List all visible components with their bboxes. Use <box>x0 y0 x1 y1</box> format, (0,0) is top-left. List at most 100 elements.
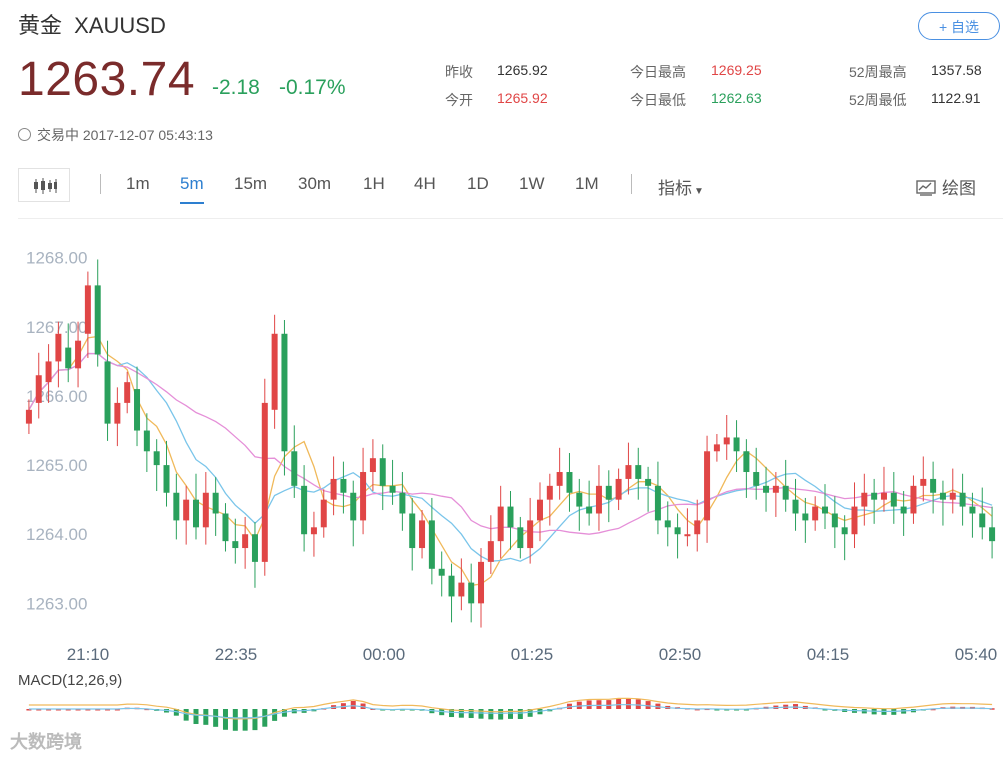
tab-timeframe-1w[interactable]: 1W <box>519 174 545 193</box>
macd-histogram-bar <box>498 709 504 720</box>
candle-body <box>605 485 612 500</box>
indicators-label: 指标 <box>658 179 692 198</box>
macd-histogram-bar <box>262 709 268 727</box>
tab-timeframe-1h[interactable]: 1H <box>363 174 385 193</box>
candle-body <box>586 506 593 514</box>
instrument-title: 黄金 XAUUSD <box>18 8 166 40</box>
candle-body <box>75 340 82 369</box>
candle-body <box>389 485 396 493</box>
toolbar-divider <box>631 174 632 194</box>
candle-body <box>792 499 799 514</box>
wk52-low-value: 1122.91 <box>931 90 981 106</box>
macd-histogram-bar <box>95 709 101 711</box>
candle-body <box>812 506 819 521</box>
price-change: -2.18 <box>212 76 260 99</box>
draw-label: 绘图 <box>942 179 976 198</box>
candle-body <box>654 485 661 521</box>
macd-histogram-bar <box>105 709 111 711</box>
macd-histogram-bar <box>488 709 494 720</box>
instrument-name: 黄金 <box>18 13 63 38</box>
candle-body <box>920 478 927 486</box>
candle-body <box>527 520 534 549</box>
price-chart[interactable]: 1268.00 1267.00 1266.00 1265.00 1264.00 1263.… <box>18 219 1003 759</box>
macd-histogram-bar <box>645 701 651 709</box>
candle-body <box>645 478 652 486</box>
candle-body <box>694 520 701 535</box>
candle-body <box>979 513 986 528</box>
macd-histogram-bar <box>36 709 42 711</box>
macd-histogram-bar <box>468 709 474 719</box>
tab-timeframe-30m[interactable]: 30m <box>298 174 332 193</box>
candle-body <box>369 458 376 473</box>
candle-body <box>664 520 671 528</box>
candle-body <box>802 513 809 521</box>
tab-timeframe-1m[interactable]: 1m <box>126 174 150 193</box>
macd-dea-line <box>28 704 993 719</box>
x-tick-label: 04:15 <box>807 645 850 664</box>
chart-type-button[interactable] <box>18 168 70 202</box>
candle-body <box>713 444 720 452</box>
tab-timeframe-4h[interactable]: 4H <box>414 174 436 193</box>
candle-body <box>831 513 838 528</box>
candle-body <box>65 347 72 369</box>
candle-body <box>782 485 789 500</box>
wk52-high-label: 52周最高 <box>849 64 907 80</box>
indicators-dropdown[interactable]: 指标 ▼ <box>658 174 704 199</box>
candle-body <box>310 527 317 535</box>
macd-histogram-bar <box>232 709 238 731</box>
candle-body <box>212 492 219 514</box>
candle-body <box>939 492 946 500</box>
candle-body <box>419 520 426 549</box>
macd-histogram-bar <box>114 709 120 711</box>
candle-body <box>232 541 239 549</box>
tab-timeframe-1d[interactable]: 1D <box>467 174 489 193</box>
x-tick-label: 01:25 <box>511 645 554 664</box>
macd-histogram-bar <box>596 700 602 709</box>
candle-body <box>497 506 504 542</box>
candle-body <box>615 478 622 500</box>
macd-histogram-bar <box>75 709 81 711</box>
candle-body <box>841 527 848 535</box>
macd-histogram-bar <box>586 700 592 709</box>
macd-histogram-bar <box>449 709 455 718</box>
macd-histogram-bar <box>822 709 828 711</box>
candle-body <box>271 333 278 410</box>
candle-body <box>25 409 32 424</box>
macd-histogram-bar <box>272 709 278 721</box>
last-price: 1263.74 <box>18 53 196 106</box>
tab-timeframe-1m[interactable]: 1M <box>575 174 599 193</box>
macd-histogram-bar <box>26 709 32 711</box>
wk52-high-value: 1357.58 <box>931 62 982 78</box>
x-tick-label: 05:40 <box>955 645 998 664</box>
candle-body <box>546 485 553 500</box>
macd-histogram-bar <box>222 709 228 730</box>
macd-histogram-bar <box>714 709 720 711</box>
instrument-symbol: XAUUSD <box>74 13 166 38</box>
macd-histogram-bar <box>85 709 91 711</box>
candle-body <box>900 506 907 514</box>
macd-histogram-bar <box>694 708 700 711</box>
add-watchlist-button[interactable]: + 自选 <box>918 12 1000 40</box>
macd-histogram-bar <box>183 709 189 721</box>
candle-body <box>478 561 485 604</box>
candle-body <box>330 478 337 500</box>
candle-body <box>134 389 141 431</box>
candle-body <box>989 527 996 542</box>
tab-timeframe-15m[interactable]: 15m <box>234 174 268 193</box>
x-tick-label: 02:50 <box>659 645 702 664</box>
candle-body <box>428 520 435 569</box>
macd-histogram-bar <box>55 709 61 711</box>
candle-body <box>507 506 514 528</box>
tab-timeframe-5m[interactable]: 5m <box>180 174 204 204</box>
candle-body <box>536 499 543 521</box>
open-value: 1265.92 <box>497 90 548 106</box>
chart-area[interactable]: 1268.00 1267.00 1266.00 1265.00 1264.00 1263.… <box>18 218 1003 759</box>
x-tick-label: 22:35 <box>215 645 258 664</box>
draw-button[interactable]: 绘图 <box>916 174 976 199</box>
candle-body <box>556 472 563 486</box>
day-low-label: 今日最低 <box>630 92 686 108</box>
macd-histogram-bar <box>252 709 258 731</box>
candle-body <box>202 492 209 528</box>
day-high-label: 今日最高 <box>630 64 686 80</box>
macd-histogram-bar <box>508 709 513 719</box>
